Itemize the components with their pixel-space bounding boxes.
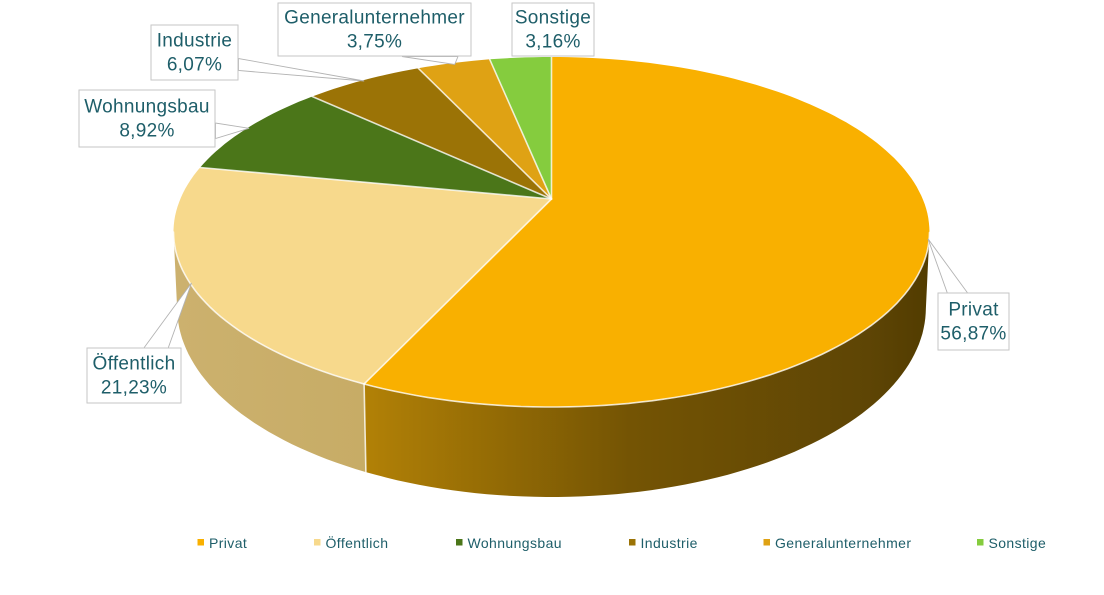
svg-text:3,16%: 3,16% [525, 32, 580, 53]
svg-text:Wohnungsbau: Wohnungsbau [84, 97, 210, 118]
svg-text:Generalunternehmer: Generalunternehmer [775, 535, 911, 551]
svg-text:8,92%: 8,92% [119, 121, 174, 142]
svg-text:Sonstige: Sonstige [989, 535, 1047, 551]
svg-text:21,23%: 21,23% [101, 378, 167, 399]
svg-text:Industrie: Industrie [641, 535, 698, 551]
svg-text:Industrie: Industrie [157, 31, 233, 52]
svg-text:6,07%: 6,07% [167, 55, 222, 76]
svg-text:Privat: Privat [209, 535, 247, 551]
svg-text:Öffentlich: Öffentlich [326, 534, 389, 551]
svg-text:Generalunternehmer: Generalunternehmer [284, 8, 465, 29]
svg-text:Sonstige: Sonstige [515, 8, 591, 29]
svg-text:3,75%: 3,75% [347, 32, 402, 53]
svg-text:Privat: Privat [948, 300, 999, 321]
svg-text:Öffentlich: Öffentlich [93, 354, 176, 375]
svg-text:Wohnungsbau: Wohnungsbau [468, 535, 562, 551]
svg-text:56,87%: 56,87% [940, 324, 1006, 345]
